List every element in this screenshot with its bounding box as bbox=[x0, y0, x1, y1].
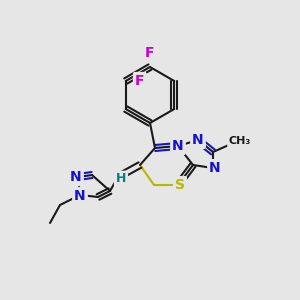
Text: S: S bbox=[175, 178, 185, 192]
Text: F: F bbox=[145, 46, 155, 60]
Text: N: N bbox=[172, 139, 184, 153]
Text: CH₃: CH₃ bbox=[229, 136, 251, 146]
Text: F: F bbox=[145, 46, 155, 60]
Text: N: N bbox=[70, 170, 82, 184]
Text: H: H bbox=[116, 172, 126, 185]
Text: F: F bbox=[135, 74, 145, 88]
Text: N: N bbox=[192, 133, 204, 147]
Text: F: F bbox=[135, 74, 145, 88]
Text: N: N bbox=[209, 161, 221, 175]
Text: N: N bbox=[74, 189, 86, 203]
